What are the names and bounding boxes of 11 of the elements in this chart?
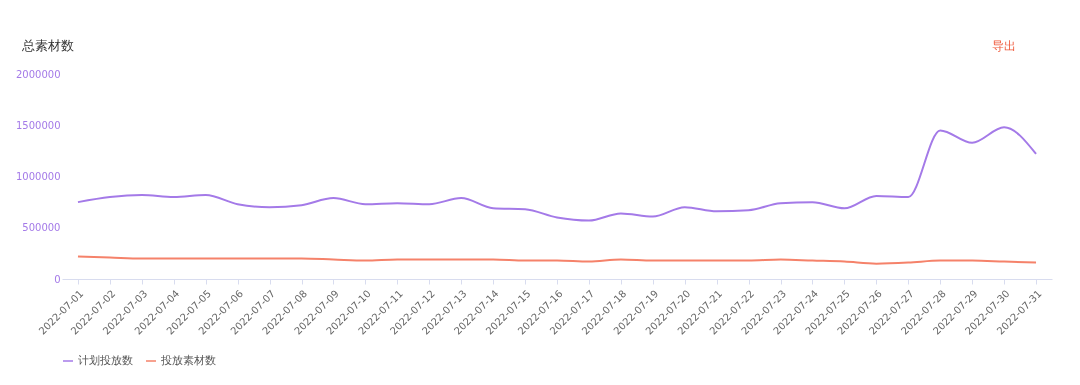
- line-series: [76, 255, 1038, 265]
- y-tick-label: 1000000: [15, 171, 61, 182]
- y-tick-label: 2000000: [15, 68, 61, 80]
- text: 导出: [992, 39, 1016, 53]
- y-tick-label: 0: [54, 273, 61, 285]
- y-tick-label: 1500000: [15, 119, 61, 131]
- legend-label: 计划投放数: [78, 354, 133, 367]
- line-series: [76, 126, 1038, 222]
- y-tick-label: 500000: [22, 222, 61, 234]
- legend-label: 投放素材数: [160, 354, 216, 367]
- text: 总素材数: [21, 38, 74, 53]
